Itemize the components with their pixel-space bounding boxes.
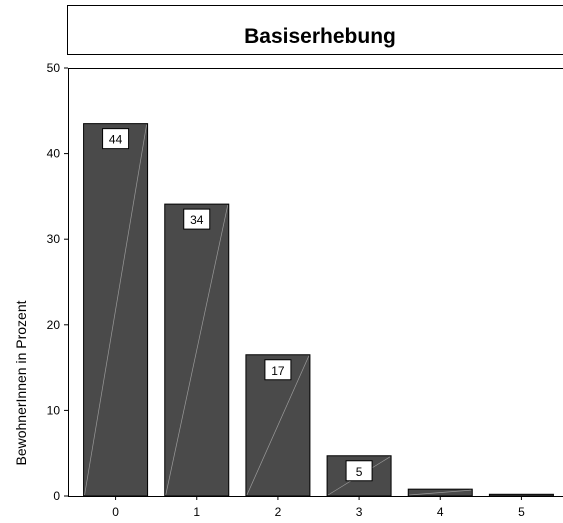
data-label: 44 — [109, 133, 123, 147]
data-label-box — [183, 208, 211, 230]
data-label: 5 — [356, 465, 363, 479]
x-ticks: 0 1 2 3 4 5 — [112, 496, 525, 519]
bar-hatch — [246, 355, 310, 496]
x-tick-label: 5 — [518, 505, 525, 519]
data-label-box — [102, 128, 130, 150]
bar — [488, 493, 554, 497]
x-tick-label: 3 — [356, 505, 363, 519]
x-tick-label: 1 — [193, 505, 200, 519]
y-tick-label: 20 — [47, 318, 61, 332]
bar-hatch — [165, 205, 229, 496]
y-ticks: 0 10 20 30 40 50 — [47, 61, 68, 503]
data-label: 34 — [190, 213, 204, 227]
y-tick-label: 50 — [47, 61, 61, 75]
data-label: 17 — [271, 364, 285, 378]
y-tick-label: 40 — [47, 147, 61, 161]
y-tick-label: 10 — [47, 403, 61, 417]
y-tick-label: 30 — [47, 232, 61, 246]
chart-title: Basiserhebung — [244, 25, 396, 48]
data-label-box — [264, 359, 292, 381]
title-box — [67, 5, 563, 55]
bar-hatch — [409, 489, 472, 496]
data-label-box — [345, 460, 373, 482]
x-tick-label: 4 — [437, 505, 444, 519]
bar-hatch — [84, 124, 147, 496]
bars: 44 34 17 5 — [83, 123, 554, 497]
y-axis-label: BewohnerInnen in Prozent — [13, 300, 29, 465]
x-tick-label: 0 — [112, 505, 119, 519]
y-tick-label: 0 — [53, 489, 60, 503]
x-tick-label: 2 — [275, 505, 282, 519]
